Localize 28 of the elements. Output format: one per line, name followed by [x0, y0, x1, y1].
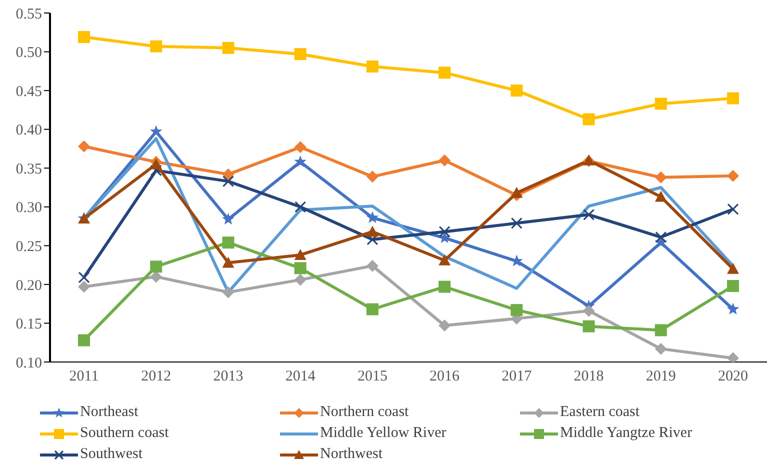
- y-tick-label: 0.35: [16, 161, 42, 178]
- legend-label: Southern coast: [80, 425, 169, 442]
- legend-label: Middle Yellow River: [320, 425, 446, 442]
- x-tick-label: 2013: [213, 368, 244, 385]
- legend-label: Middle Yangtze River: [560, 425, 692, 442]
- x-tick-label: 2012: [141, 368, 172, 385]
- x-tick-label: 2018: [574, 368, 604, 385]
- legend-label: Northeast: [80, 404, 138, 421]
- x-tick-label: 2015: [357, 368, 388, 385]
- legend-label: Northwest: [320, 446, 382, 463]
- x-tick-label: 2011: [69, 368, 99, 385]
- y-tick-label: 0.15: [16, 316, 42, 333]
- y-tick-label: 0.40: [16, 122, 42, 139]
- y-tick-label: 0.45: [16, 84, 42, 100]
- y-tick-label: 0.25: [16, 238, 42, 255]
- x-tick-label: 2019: [646, 368, 676, 385]
- y-tick-label: 0.50: [16, 45, 42, 62]
- x-tick-label: 2016: [430, 368, 460, 385]
- x-tick-label: 2014: [285, 368, 316, 385]
- y-tick-label: 0.55: [16, 6, 42, 22]
- legend-label: Northern coast: [320, 404, 409, 421]
- y-tick-label: 0.20: [16, 278, 42, 294]
- x-tick-label: 2020: [718, 368, 748, 385]
- y-tick-label: 0.10: [16, 355, 42, 372]
- legend-label: Southwest: [80, 446, 143, 463]
- legend-label: Eastern coast: [560, 404, 640, 421]
- x-tick-label: 2017: [502, 368, 532, 385]
- y-tick-label: 0.30: [16, 200, 42, 216]
